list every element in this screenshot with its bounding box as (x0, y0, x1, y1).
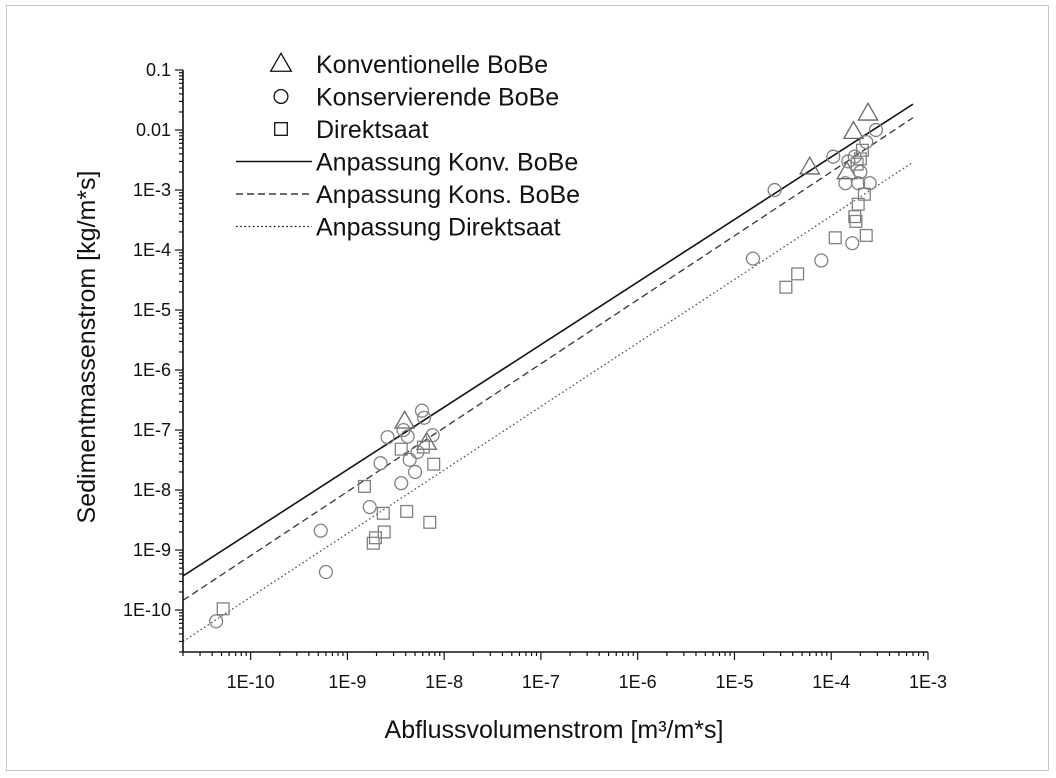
y-tick-label: 1E-6 (133, 360, 171, 380)
data-point-triangle (798, 155, 821, 175)
data-point-square (416, 440, 430, 454)
fit-lines (183, 103, 914, 642)
data-point-square (400, 504, 414, 518)
x-tick-label: 1E-5 (715, 672, 753, 692)
legend-symbol-triangle (269, 52, 293, 72)
y-tick-label: 0.1 (146, 60, 171, 80)
data-point-triangle (842, 120, 865, 140)
y-tick-label: 1E-9 (133, 540, 171, 560)
data-point-square (855, 143, 869, 157)
data-point-square (849, 214, 863, 228)
legend-label: Anpassung Direktsaat (316, 214, 561, 242)
data-point-circle (318, 564, 334, 580)
data-point-circle (425, 428, 440, 443)
legend-label: Anpassung Kons. BoBe (316, 181, 580, 209)
y-tick-label: 1E-10 (123, 600, 171, 620)
data-point-square (779, 280, 793, 294)
x-tick-label: 1E-6 (619, 672, 657, 692)
data-points (209, 101, 884, 629)
legend-item: Anpassung Direktsaat (236, 214, 561, 242)
data-point-circle (373, 456, 388, 471)
axes (175, 69, 929, 660)
data-point-circle (868, 122, 884, 138)
data-point-square (850, 157, 864, 171)
fit-line-dotted (183, 161, 914, 642)
data-point-circle (826, 149, 841, 164)
data-point-square (376, 506, 390, 520)
legend-item: Anpassung Konv. BoBe (236, 149, 578, 177)
data-point-circle (414, 403, 430, 418)
data-point-square (216, 602, 230, 616)
data-point-circle (767, 182, 782, 198)
data-point-square (791, 267, 805, 281)
data-point-square (394, 442, 408, 456)
y-tick-label: 1E-8 (133, 480, 171, 500)
legend-label: Konservierende BoBe (316, 84, 559, 112)
data-point-circle (845, 236, 860, 251)
x-tick-label: 1E-3 (909, 672, 947, 692)
x-tick-label: 1E-10 (227, 672, 275, 692)
legend-label: Konventionelle BoBe (316, 51, 548, 79)
data-point-triangle (857, 101, 879, 121)
legend-item: Konventionelle BoBe (269, 51, 548, 79)
y-tick-label: 1E-7 (133, 420, 171, 440)
data-point-circle (402, 452, 417, 467)
x-tick-label: 1E-7 (522, 672, 560, 692)
tick-labels: 1E-10 1E-9 1E-8 1E-7 1E-6 1E-5 1E-4 1E-3 1E-10 1E… (123, 60, 947, 692)
x-tick-label: 1E-8 (425, 672, 463, 692)
fit-line-solid (183, 103, 914, 577)
legend-symbol-square (274, 122, 288, 136)
data-point-square (857, 187, 871, 201)
legend-item: Konservierende BoBe (273, 84, 559, 112)
legend-symbol-circle (273, 88, 289, 105)
legend: Konventionelle BoBe Konservierende BoBe Di… (236, 51, 580, 242)
x-tick-label: 1E-4 (812, 672, 850, 692)
data-point-square (423, 515, 437, 529)
data-point-square (853, 152, 867, 166)
legend-label: Direktsaat (316, 116, 429, 144)
data-point-triangle (393, 409, 416, 429)
data-point-circle (394, 476, 409, 491)
data-point-square (357, 479, 371, 493)
data-point-square (427, 457, 441, 471)
x-axis-title: Abflussvolumenstrom [m³/m*s] (385, 716, 724, 744)
legend-item: Direktsaat (274, 116, 429, 144)
data-point-circle (362, 499, 377, 515)
data-point-square (828, 231, 842, 245)
data-point-circle (853, 164, 868, 180)
data-point-square (848, 210, 862, 224)
y-tick-label: 1E-3 (133, 180, 171, 200)
y-axis-title: Sedimentmassenstrom [kg/m*s] (73, 171, 101, 524)
data-point-circle (859, 134, 874, 150)
fit-line-dashed (183, 117, 914, 601)
data-point-circle (209, 614, 224, 629)
data-point-circle (313, 523, 328, 538)
y-tick-label: 1E-5 (133, 300, 171, 320)
y-tick-label: 1E-4 (133, 240, 171, 260)
legend-label: Anpassung Konv. BoBe (316, 149, 578, 177)
data-point-circle (416, 410, 432, 425)
legend-item: Anpassung Kons. BoBe (236, 181, 580, 209)
y-tick-label: 0.01 (136, 120, 171, 140)
data-point-square (859, 228, 873, 242)
data-point-circle (380, 430, 395, 445)
data-point-circle (814, 253, 829, 268)
data-point-circle (407, 464, 423, 480)
data-point-square (377, 525, 391, 539)
x-tick-label: 1E-9 (328, 672, 366, 692)
data-point-circle (745, 251, 760, 266)
